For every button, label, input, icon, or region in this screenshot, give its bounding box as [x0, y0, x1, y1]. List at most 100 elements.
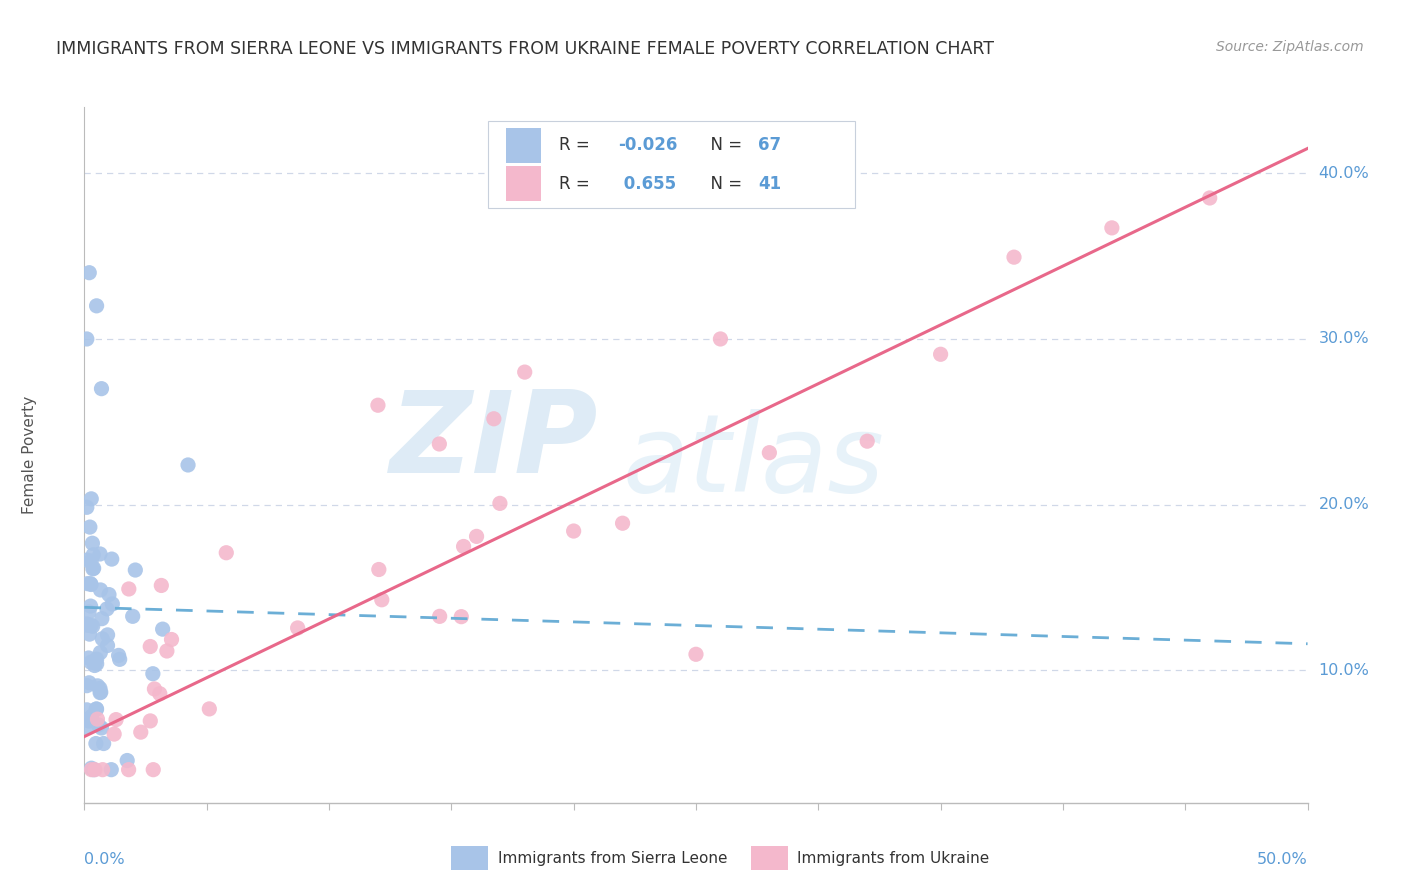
Point — [86, 652, 108, 666]
Point — [115, 754, 138, 768]
Point — [77, 675, 100, 690]
Point — [117, 763, 139, 777]
Point — [142, 763, 165, 777]
Point — [84, 763, 107, 777]
Point — [89, 646, 111, 660]
Point — [101, 597, 124, 611]
Point — [80, 655, 103, 669]
Point — [367, 398, 389, 412]
Point — [89, 582, 111, 597]
Text: Source: ZipAtlas.com: Source: ZipAtlas.com — [1216, 40, 1364, 54]
Point — [76, 703, 98, 717]
Text: 41: 41 — [758, 175, 782, 193]
Text: Immigrants from Ukraine: Immigrants from Ukraine — [797, 851, 990, 866]
Point — [156, 644, 179, 658]
Point — [489, 496, 512, 510]
Point — [83, 658, 105, 673]
Point — [1002, 250, 1025, 264]
FancyBboxPatch shape — [488, 121, 855, 208]
Text: N =: N = — [700, 136, 747, 154]
Point — [80, 491, 103, 506]
Point — [97, 628, 120, 642]
Point — [80, 763, 103, 777]
Point — [90, 612, 112, 626]
Point — [86, 702, 108, 716]
Point — [129, 725, 152, 739]
Point — [86, 657, 108, 671]
Text: 30.0%: 30.0% — [1319, 332, 1369, 346]
Text: N =: N = — [700, 175, 747, 193]
Point — [76, 616, 98, 631]
Point — [76, 618, 98, 632]
Point — [80, 709, 103, 723]
Point — [1101, 220, 1123, 235]
Point — [143, 681, 166, 696]
Point — [118, 582, 141, 596]
Text: 0.0%: 0.0% — [84, 852, 125, 866]
Point — [83, 763, 105, 777]
Point — [77, 266, 100, 280]
Text: Immigrants from Sierra Leone: Immigrants from Sierra Leone — [498, 851, 727, 866]
Point — [177, 458, 200, 472]
Text: 50.0%: 50.0% — [1257, 852, 1308, 866]
Point — [100, 763, 122, 777]
Point — [371, 592, 394, 607]
Point — [84, 737, 107, 751]
Point — [856, 434, 879, 449]
Point — [90, 721, 112, 735]
Point — [90, 382, 112, 396]
Point — [150, 578, 173, 592]
Text: 0.655: 0.655 — [617, 175, 676, 193]
Point — [139, 640, 162, 654]
Text: R =: R = — [560, 136, 595, 154]
Point — [96, 602, 118, 616]
Point — [76, 500, 98, 515]
Point — [76, 721, 98, 735]
Text: 20.0%: 20.0% — [1319, 497, 1369, 512]
Point — [86, 702, 108, 716]
Point — [77, 651, 100, 665]
Text: Female Poverty: Female Poverty — [22, 396, 37, 514]
Point — [80, 554, 103, 568]
Text: R =: R = — [560, 175, 595, 193]
Point — [86, 679, 108, 693]
Point — [76, 553, 98, 567]
Point — [89, 686, 111, 700]
Point — [80, 761, 103, 775]
Point — [108, 652, 131, 666]
Point — [709, 332, 731, 346]
Point — [124, 563, 146, 577]
Point — [152, 622, 174, 636]
Point — [98, 588, 121, 602]
Point — [121, 609, 143, 624]
Point — [685, 648, 707, 662]
Point — [77, 605, 100, 619]
Point — [215, 546, 238, 560]
Point — [453, 540, 475, 554]
Point — [82, 619, 104, 633]
Point — [139, 714, 162, 728]
Point — [79, 599, 101, 613]
Point — [429, 609, 451, 624]
Point — [612, 516, 634, 531]
Point — [90, 685, 112, 699]
Point — [76, 332, 98, 346]
FancyBboxPatch shape — [751, 846, 787, 871]
Point — [107, 648, 129, 663]
Text: -0.026: -0.026 — [617, 136, 678, 154]
Point — [86, 299, 108, 313]
Text: 10.0%: 10.0% — [1319, 663, 1369, 678]
Point — [142, 666, 165, 681]
FancyBboxPatch shape — [506, 128, 541, 162]
Point — [758, 445, 780, 459]
Point — [79, 627, 101, 641]
Point — [91, 763, 114, 777]
Point — [367, 562, 389, 576]
Point — [83, 561, 105, 575]
Point — [82, 536, 104, 550]
Point — [82, 548, 104, 562]
Point — [82, 562, 104, 576]
FancyBboxPatch shape — [451, 846, 488, 871]
Point — [513, 365, 536, 379]
Point — [80, 618, 103, 632]
